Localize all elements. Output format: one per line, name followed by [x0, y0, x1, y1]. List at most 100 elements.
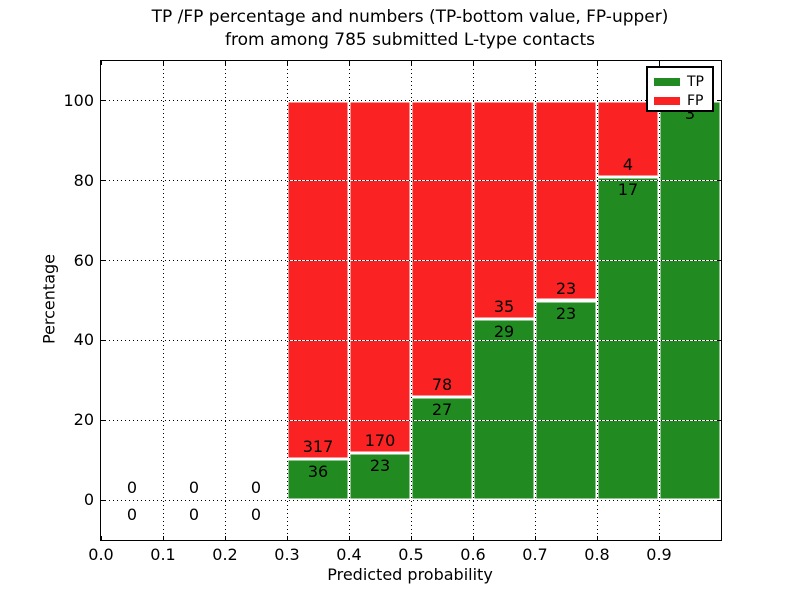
y-tick — [101, 499, 105, 501]
x-tick-label: 0.7 — [522, 545, 548, 564]
y-tick — [101, 100, 105, 102]
y-tick — [717, 260, 721, 262]
x-tick — [162, 61, 164, 65]
v-gridline — [348, 61, 350, 540]
chart-title: TP /FP percentage and numbers (TP-bottom… — [100, 6, 720, 52]
x-tick — [658, 536, 660, 540]
x-tick — [472, 536, 474, 540]
fp-bar-segment — [535, 100, 597, 301]
legend-label-tp: TP — [687, 74, 704, 90]
tp-bar-segment — [287, 459, 349, 501]
zero-count-label-above: 0 — [188, 478, 200, 498]
x-tick — [658, 61, 660, 65]
chart-title-line1: TP /FP percentage and numbers (TP-bottom… — [151, 7, 669, 27]
y-tick — [717, 339, 721, 341]
y-tick — [101, 339, 105, 341]
x-tick-label: 0.9 — [646, 545, 672, 564]
fp-bar-segment — [287, 100, 349, 460]
zero-count-label-below: 0 — [250, 505, 262, 525]
y-tick-label: 100 — [63, 90, 94, 110]
v-gridline — [534, 61, 536, 540]
x-tick — [224, 536, 226, 540]
h-gridline — [101, 260, 721, 262]
v-gridline — [658, 61, 660, 540]
v-gridline — [286, 61, 288, 540]
legend-item-tp: TP — [654, 73, 706, 91]
h-gridline — [101, 180, 721, 182]
tp-bar-segment — [473, 319, 535, 501]
x-tick — [348, 61, 350, 65]
tp-count-label: 27 — [431, 400, 453, 420]
x-tick — [224, 61, 226, 65]
tp-count-label: 17 — [617, 179, 639, 199]
h-gridline — [101, 419, 721, 421]
tp-color-swatch-icon — [654, 78, 680, 86]
y-tick — [717, 100, 721, 102]
v-gridline — [410, 61, 412, 540]
y-tick — [717, 499, 721, 501]
zero-count-label-below: 0 — [188, 505, 200, 525]
fp-bar-segment — [597, 100, 659, 177]
chart-title-line2: from among 785 submitted L-type contacts — [224, 30, 595, 50]
fp-bar-segment — [349, 100, 411, 453]
tp-count-label: 23 — [369, 455, 391, 475]
x-tick-label: 0.6 — [460, 545, 486, 564]
fp-bar-segment — [473, 100, 535, 320]
tp-bar-segment — [349, 452, 411, 501]
x-tick — [472, 61, 474, 65]
y-tick — [717, 419, 721, 421]
x-tick — [596, 61, 598, 65]
v-gridline — [162, 61, 164, 540]
x-tick-label: 0.5 — [398, 545, 424, 564]
h-gridline — [101, 499, 721, 501]
x-axis-label: Predicted probability — [327, 565, 493, 584]
x-tick-label: 0.1 — [150, 545, 176, 564]
y-tick-label: 20 — [73, 410, 94, 430]
fp-count-label: 317 — [302, 437, 334, 457]
fp-count-label: 78 — [431, 375, 453, 395]
y-tick — [101, 419, 105, 421]
x-tick — [596, 536, 598, 540]
fp-count-label: 170 — [364, 430, 396, 450]
h-gridline — [101, 339, 721, 341]
y-tick — [101, 180, 105, 182]
zero-count-label-above: 0 — [250, 478, 262, 498]
x-tick — [410, 536, 412, 540]
y-tick-label: 40 — [73, 330, 94, 350]
x-tick — [348, 536, 350, 540]
fp-count-label: 4 — [622, 154, 634, 174]
x-tick-label: 0.8 — [584, 545, 610, 564]
x-tick-label: 0.2 — [212, 545, 238, 564]
v-gridline — [224, 61, 226, 540]
x-tick — [100, 536, 102, 540]
legend-item-fp: FP — [654, 92, 706, 110]
x-tick-label: 0.3 — [274, 545, 300, 564]
tp-bar-segment — [659, 100, 721, 501]
legend: TP FP — [646, 66, 714, 112]
tp-count-label: 3 — [684, 103, 696, 123]
h-gridline — [101, 100, 721, 102]
x-tick — [534, 536, 536, 540]
plot-area: 0 20 40 60 80 100 0.0 0.1 0.2 0.3 0.4 0.5 0.6 0.7 0.8 0… — [63, 60, 722, 564]
x-tick — [534, 61, 536, 65]
tp-bar-segment — [597, 176, 659, 501]
x-tick — [410, 61, 412, 65]
legend-label-fp: FP — [687, 93, 704, 109]
fp-bar-segment — [411, 100, 473, 398]
fp-count-label: 35 — [493, 297, 515, 317]
tp-bar-segment — [411, 397, 473, 501]
fp-color-swatch-icon — [654, 97, 680, 105]
x-tick-label: 0.4 — [336, 545, 362, 564]
y-axis-label: Percentage — [39, 253, 59, 345]
v-gridline — [472, 61, 474, 540]
x-tick — [286, 536, 288, 540]
x-tick — [286, 61, 288, 65]
zero-count-label-below: 0 — [126, 505, 138, 525]
x-tick — [162, 536, 164, 540]
tp-count-label: 36 — [307, 462, 329, 482]
y-tick-label: 80 — [73, 170, 94, 190]
y-tick-label: 0 — [83, 490, 94, 510]
x-tick-label: 0.0 — [88, 545, 114, 564]
y-tick — [717, 180, 721, 182]
